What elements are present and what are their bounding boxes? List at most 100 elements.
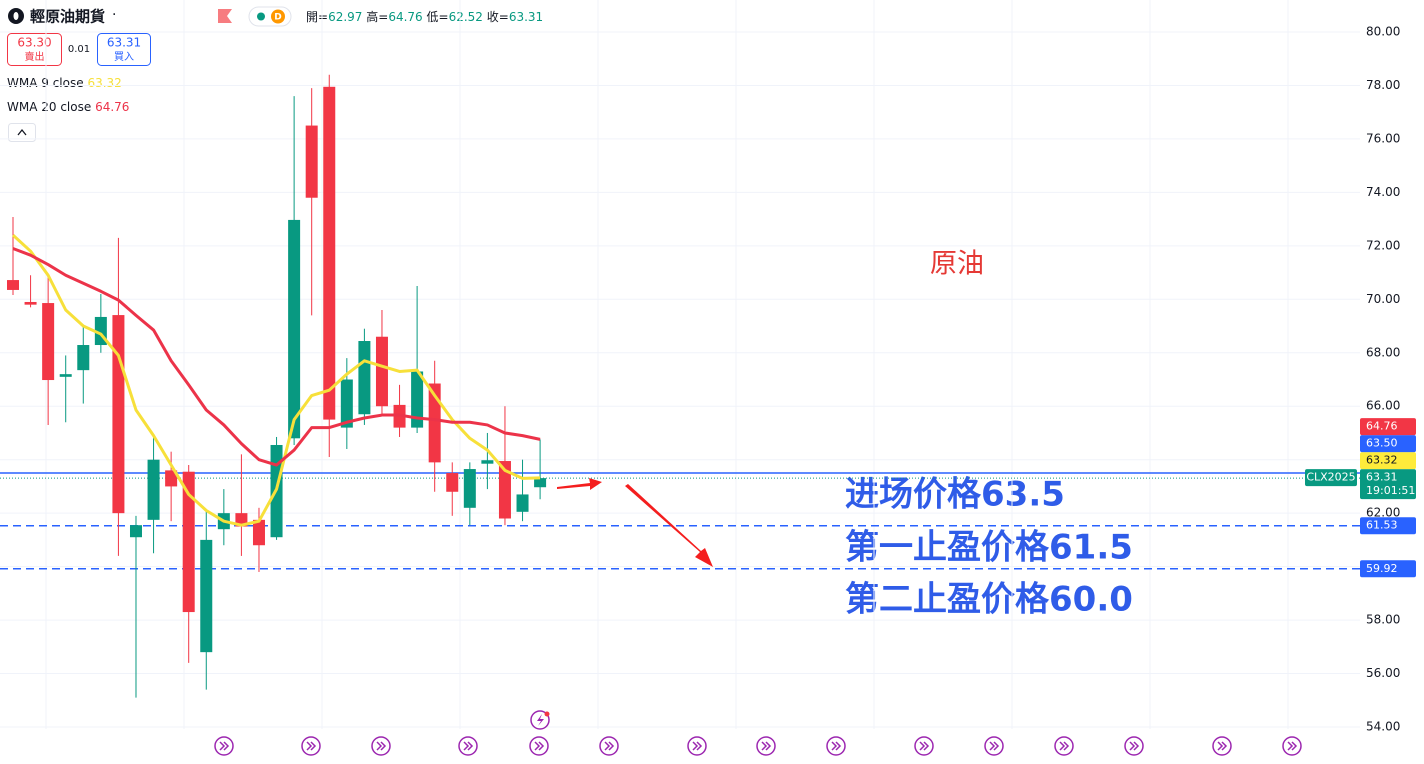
wma-line (11, 234, 541, 527)
arrow (625, 484, 713, 567)
price-label-box (1360, 435, 1416, 453)
buy-price: 63.31 (107, 36, 141, 50)
event-marker-icon (761, 741, 772, 751)
ohlc-label: 低= (427, 10, 449, 24)
spread: 0.01 (68, 44, 90, 55)
price-label: 61.53 (1366, 519, 1398, 532)
candle-body (165, 470, 178, 487)
candle-body (323, 86, 336, 420)
candle-body (147, 459, 160, 520)
price-label: 63.32 (1366, 454, 1398, 467)
buy-button[interactable] (97, 33, 151, 66)
y-tick-label: 70.00 (1366, 292, 1400, 306)
y-tick-label: 54.00 (1366, 720, 1400, 734)
price-label-time: 19:01:51 (1366, 484, 1415, 497)
status-dot (257, 12, 265, 21)
candle-body (42, 303, 55, 381)
price-label: 64.76 (1366, 420, 1398, 433)
y-tick-label: 62.00 (1366, 506, 1400, 520)
candle-body (305, 125, 318, 198)
sell-label: 賣出 (25, 50, 45, 63)
annotation: 第二止盈价格60.0 (845, 580, 1133, 620)
event-marker-icon (534, 741, 545, 751)
chart-title: 輕原油期貨 (30, 8, 105, 26)
event-marker-icon (1287, 741, 1298, 751)
arrow (557, 478, 602, 490)
legend-name: WMA 9 close (7, 76, 84, 90)
y-tick-label: 74.00 (1366, 185, 1400, 199)
delay-letter: D (274, 13, 281, 23)
candle-body (252, 519, 265, 546)
candle-body (358, 341, 371, 415)
price-label: 59.92 (1366, 562, 1398, 575)
legend: WMA 20 close 64.76 (7, 100, 129, 114)
candle-body (375, 336, 388, 407)
candle-body (411, 371, 424, 428)
event-marker-icon (463, 741, 474, 751)
event-marker-icon (306, 741, 317, 751)
y-tick-label: 80.00 (1366, 25, 1400, 39)
flag-icon[interactable] (218, 9, 232, 23)
annotation: 原油 (930, 249, 984, 280)
event-bolt (537, 714, 544, 726)
event-marker-icon (604, 741, 615, 751)
collapse-icon (17, 128, 27, 136)
ohlc-value: 64.76 (388, 10, 422, 24)
y-tick-label: 58.00 (1366, 613, 1400, 627)
price-label-box (1360, 469, 1416, 500)
candle-body (534, 478, 547, 488)
y-tick-label: 72.00 (1366, 238, 1400, 252)
plot: 54.0056.0058.0060.0062.0064.0066.0068.00… (0, 0, 1400, 734)
legend-name: WMA 20 close (7, 100, 91, 114)
event-marker-icon (919, 741, 930, 751)
price-label-box (1360, 560, 1416, 578)
price-label: 63.31 (1366, 471, 1398, 484)
legend-value: 63.32 (87, 76, 121, 90)
annotation: 第一止盈价格61.5 (845, 528, 1133, 568)
price-label-box (1360, 418, 1416, 436)
collapse-button[interactable] (8, 123, 36, 142)
candle-body (516, 494, 529, 512)
y-tick-label: 76.00 (1366, 131, 1400, 145)
candle-body (340, 379, 353, 428)
y-tick-label: 56.00 (1366, 666, 1400, 680)
logo-drop (13, 12, 19, 20)
ohlc-label: 收= (487, 10, 509, 24)
candle-body (498, 461, 511, 519)
candle-body (481, 460, 494, 464)
sell-button[interactable] (7, 33, 62, 66)
candle-body (200, 539, 213, 653)
candle-body (463, 469, 476, 508)
candle-body (129, 525, 142, 538)
event-marker-icon (1217, 741, 1228, 751)
title-dot: · (112, 7, 116, 23)
event-dot (544, 711, 550, 717)
event-marker-icon (219, 741, 230, 751)
event-marker-icon (831, 741, 842, 751)
candle-body (77, 345, 90, 371)
sell-price: 63.30 (17, 36, 51, 50)
ohlc-label: 開= (306, 10, 328, 24)
ohlc-label: 高= (366, 9, 388, 24)
ticker-box (1305, 469, 1357, 487)
candle-body (59, 374, 72, 377)
ohlc-value: 62.52 (449, 10, 483, 24)
ohlc: 開=62.97 高=64.76 低=62.52 收=63.31 (306, 9, 543, 24)
candle-body (7, 280, 19, 290)
candle-body (112, 315, 125, 514)
buy-label: 買入 (114, 51, 134, 63)
wma-line (12, 247, 541, 467)
annotation: 进场价格63.5 (845, 475, 1065, 515)
event-marker-icon (376, 741, 387, 751)
price-label-box (1360, 517, 1416, 535)
delay-badge (271, 9, 285, 24)
price-label-box (1360, 452, 1416, 470)
candle-body (182, 471, 195, 613)
candle-body (428, 383, 441, 463)
candle-body (446, 473, 459, 492)
event-marker-icon (1059, 741, 1070, 751)
price-label: 63.50 (1366, 437, 1398, 450)
candle-body (24, 301, 37, 305)
y-tick-label: 78.00 (1366, 78, 1400, 92)
candle-body (288, 219, 301, 439)
